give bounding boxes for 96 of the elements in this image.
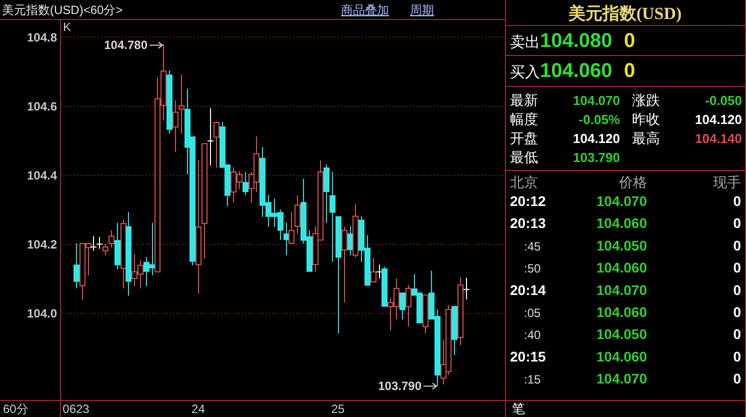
candlestick	[74, 243, 80, 289]
text: 0	[733, 260, 742, 276]
candlestick	[406, 284, 412, 328]
candlestick	[422, 294, 428, 334]
candlestick	[352, 204, 358, 258]
text: 最低	[510, 149, 538, 165]
text: 0	[624, 30, 636, 52]
candlestick	[214, 122, 220, 168]
text: 买入	[510, 64, 540, 81]
candlestick	[330, 172, 336, 262]
text: 0	[733, 326, 742, 342]
text: 周期	[410, 3, 434, 17]
text: 最新	[510, 92, 538, 108]
candlestick	[288, 212, 294, 244]
annotation: 103.790	[378, 379, 422, 394]
text: 104.120	[573, 131, 620, 146]
text: 北京	[510, 174, 538, 190]
y-tick-label: 104.6	[26, 99, 58, 114]
text: 0	[733, 304, 742, 320]
text: 0	[733, 215, 742, 232]
text: -0.050	[705, 93, 742, 108]
text: 0	[733, 370, 742, 387]
text: 104.070	[596, 282, 648, 298]
text: -0.05%	[578, 112, 620, 127]
x-tick-label: 0623	[62, 402, 90, 416]
candlestick	[172, 100, 178, 152]
text: 20:15	[510, 348, 546, 364]
text: 20:12	[510, 193, 546, 209]
annotation: 104.780	[104, 38, 148, 52]
text: :15	[524, 372, 542, 387]
text: 卖出	[510, 34, 540, 51]
text: K	[63, 20, 72, 34]
text: 最高	[632, 130, 660, 146]
text: 104.050	[596, 326, 648, 342]
candlestick	[342, 226, 348, 304]
text: 104.080	[540, 30, 612, 52]
text: 104.070	[596, 193, 648, 209]
text: 104.070	[596, 370, 648, 387]
candlestick	[458, 277, 464, 346]
text: 104.070	[573, 93, 620, 108]
text: 104.050	[596, 237, 648, 254]
text: :45	[524, 239, 542, 254]
text: 103.790	[573, 150, 620, 165]
text: 笔	[512, 401, 525, 416]
candlestick	[196, 160, 202, 294]
text: 0	[733, 237, 742, 254]
candlestick	[108, 230, 114, 248]
candlestick	[294, 194, 300, 234]
text: 昨收	[632, 111, 660, 127]
candlestick	[324, 164, 330, 224]
text: :50	[524, 262, 542, 276]
candlestick	[336, 216, 342, 334]
text: 20:14	[510, 282, 546, 298]
candlestick	[464, 277, 470, 300]
text: 商品叠加	[341, 3, 389, 17]
y-tick-label: 104.2	[26, 238, 58, 252]
candlestick	[90, 236, 96, 252]
candlestick	[400, 292, 406, 320]
text: 0	[733, 282, 742, 298]
text: 0	[733, 348, 742, 364]
candlestick	[452, 306, 458, 356]
text: 现手	[713, 174, 741, 190]
candlestick	[96, 236, 102, 250]
candlestick	[382, 266, 388, 307]
x-tick-label: 25	[331, 402, 345, 416]
text: 104.060	[596, 348, 648, 364]
text: 0	[733, 193, 742, 209]
y-tick-label: 104.0	[26, 306, 58, 321]
x-tick-label: 24	[192, 402, 206, 416]
candlestick	[114, 222, 120, 270]
text: 20:13	[510, 215, 546, 232]
text: :40	[524, 328, 542, 342]
text: 104.060	[596, 260, 648, 276]
candlestick	[178, 74, 184, 134]
text: 价格	[618, 174, 647, 190]
text: 104.060	[596, 304, 648, 320]
text: 美元指数(USD)	[567, 4, 682, 23]
candlestick	[370, 257, 376, 282]
text: 0	[624, 60, 636, 82]
text: 104.060	[540, 60, 612, 82]
text: 104.140	[695, 131, 742, 146]
text: 开盘	[510, 130, 538, 146]
text: 60分	[3, 402, 28, 416]
candlestick	[208, 108, 214, 166]
y-tick-label: 104.4	[26, 168, 58, 182]
text: 104.060	[596, 215, 648, 232]
y-tick-label: 104.8	[26, 30, 58, 44]
chart-title: 美元指数(USD)<60分>	[2, 3, 123, 17]
text: 104.120	[695, 112, 742, 127]
text: 幅度	[510, 111, 538, 127]
candlestick	[166, 70, 172, 134]
candlestick	[202, 143, 208, 259]
text: 涨跌	[632, 92, 660, 108]
text: :05	[524, 306, 542, 320]
candlestick	[242, 172, 248, 196]
candlestick	[126, 212, 132, 296]
